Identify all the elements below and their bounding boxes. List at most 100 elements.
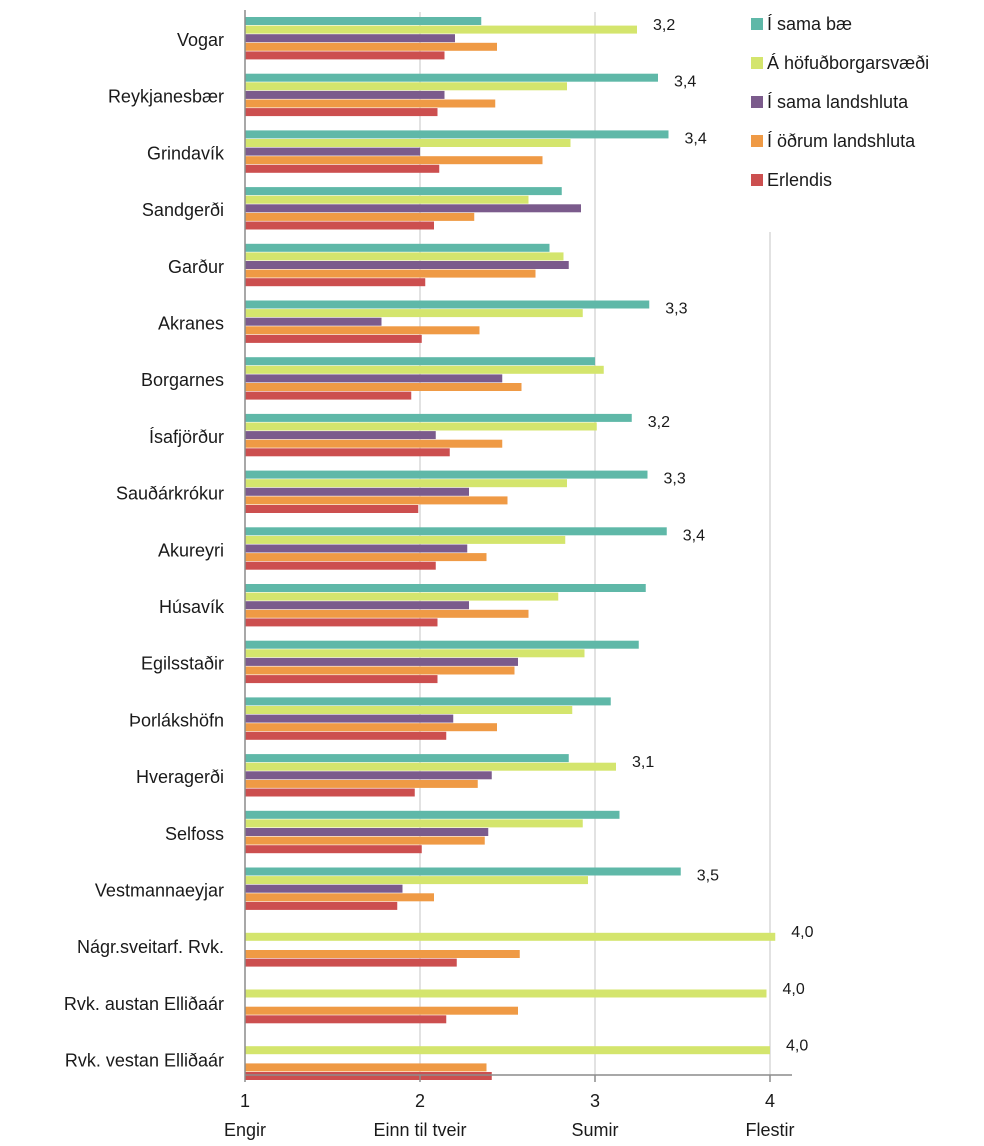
bar-14-series-4 (245, 779, 478, 788)
bar-9-series-3 (245, 487, 469, 496)
category-label-14: Hveragerði (136, 767, 224, 787)
bar-7-series-2 (245, 365, 604, 374)
bar-12-series-2 (245, 649, 585, 658)
bar-7-series-5 (245, 391, 412, 400)
category-label-2: Reykjanesbær (108, 87, 224, 107)
bar-5-series-2 (245, 252, 564, 261)
bar-12-series-5 (245, 675, 438, 684)
bar-15-series-4 (245, 836, 485, 845)
bar-16-series-4 (245, 893, 434, 902)
bar-2-series-1 (245, 73, 658, 82)
bar-13-series-2 (245, 706, 573, 714)
value-label-2: 3,4 (674, 74, 696, 91)
bar-4-series-3 (245, 204, 581, 213)
category-label-19: Rvk. vestan Elliðaár (65, 1051, 224, 1071)
legend-label-4: Í öðrum landshluta (767, 131, 916, 151)
legend-swatch-3 (751, 96, 763, 108)
bar-7-series-4 (245, 383, 522, 391)
bar-18-series-4 (245, 1006, 518, 1015)
bar-13-series-4 (245, 723, 497, 732)
legend-swatch-4 (751, 135, 763, 147)
value-label-8: 3,2 (648, 414, 670, 431)
category-label-3: Grindavík (147, 143, 225, 163)
bar-1-series-4 (245, 42, 497, 51)
category-label-16: Vestmannaeyjar (95, 881, 224, 901)
bars (245, 17, 776, 1080)
value-label-14: 3,1 (632, 754, 654, 771)
bar-8-series-5 (245, 448, 450, 457)
bar-19-series-2 (245, 1046, 770, 1055)
x-tick-category-3: Sumir (571, 1120, 618, 1140)
category-labels: Vogar Reykjanesbær Grindavík Sandgerði Garðu… (64, 30, 225, 1071)
bar-2-series-4 (245, 99, 496, 108)
bar-5-series-1 (245, 243, 550, 252)
axes (244, 10, 792, 1082)
value-label-9: 3,3 (664, 471, 686, 488)
bar-10-series-1 (245, 527, 667, 536)
bar-12-series-1 (245, 640, 639, 649)
legend-swatch-2 (751, 57, 763, 69)
bar-18-series-2 (245, 989, 767, 998)
bar-4-series-5 (245, 221, 434, 230)
category-label-7: Borgarnes (141, 370, 224, 390)
bar-1-series-5 (245, 51, 445, 60)
bar-8-series-1 (245, 413, 632, 422)
bar-7-series-3 (245, 374, 503, 383)
bar-14-series-1 (245, 754, 569, 763)
bar-1-series-1 (245, 17, 482, 25)
bar-11-series-4 (245, 609, 529, 618)
x-tick-category-2: Einn til tveir (373, 1120, 466, 1140)
bar-1-series-3 (245, 34, 455, 43)
bar-8-series-3 (245, 431, 436, 440)
x-tick-label-2: 2 (415, 1091, 425, 1111)
bar-4-series-1 (245, 187, 562, 196)
category-label-4: Sandgerði (142, 200, 224, 220)
bar-9-series-2 (245, 479, 567, 488)
bar-6-series-5 (245, 334, 422, 343)
x-tick-labels: 1 Engir 2 Einn til tveir 3 Sumir 4 Flestir (224, 1091, 795, 1140)
legend: Í sama bæ Á höfuðborgarsvæði Í sama landsh… (751, 14, 929, 190)
bar-10-series-3 (245, 544, 468, 553)
bar-13-series-1 (245, 697, 611, 706)
x-tick-category-4: Flestir (746, 1120, 795, 1140)
category-label-5: Garður (168, 257, 224, 277)
category-label-6: Akranes (158, 314, 224, 334)
category-label-8: Ísafjörður (149, 427, 224, 447)
bar-9-series-5 (245, 505, 419, 513)
bar-6-series-1 (245, 300, 650, 309)
bar-15-series-5 (245, 845, 422, 854)
value-label-1: 3,2 (653, 17, 675, 34)
value-labels: 3,2 3,4 3,4 3,3 3,2 3,3 3,4 3,1 3,5 4,0 4,0 4,0 (632, 17, 814, 1055)
bar-12-series-3 (245, 657, 518, 666)
bar-10-series-4 (245, 553, 487, 562)
legend-label-3: Í sama landshluta (767, 92, 909, 112)
bar-8-series-2 (245, 422, 597, 431)
category-label-12: Egilsstaðir (141, 654, 224, 674)
bar-11-series-5 (245, 618, 438, 627)
bar-3-series-1 (245, 130, 669, 139)
bar-8-series-4 (245, 439, 503, 448)
bar-15-series-2 (245, 819, 583, 828)
bar-11-series-1 (245, 584, 646, 592)
bar-11-series-3 (245, 601, 469, 610)
bar-9-series-1 (245, 470, 648, 479)
category-label-11: Húsavík (159, 597, 225, 617)
bar-2-series-5 (245, 108, 438, 117)
x-tick-label-3: 3 (590, 1091, 600, 1111)
bar-3-series-3 (245, 147, 420, 156)
legend-swatch-5 (751, 174, 763, 186)
bar-14-series-5 (245, 788, 415, 797)
x-tick-label-4: 4 (765, 1091, 775, 1111)
bar-5-series-5 (245, 278, 426, 287)
bar-3-series-4 (245, 156, 543, 165)
category-label-17: Nágr.sveitarf. Rvk. (77, 937, 224, 957)
value-label-18: 4,0 (783, 981, 805, 998)
bar-16-series-5 (245, 901, 398, 910)
category-label-10: Akureyri (158, 540, 224, 560)
bar-3-series-5 (245, 164, 440, 173)
category-label-1: Vogar (177, 30, 224, 50)
bar-2-series-3 (245, 90, 445, 99)
bar-19-series-4 (245, 1063, 487, 1072)
bar-5-series-4 (245, 269, 536, 278)
